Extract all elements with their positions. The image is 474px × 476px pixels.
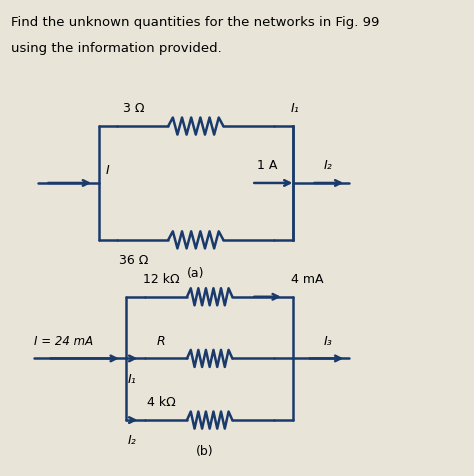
- Text: 1 A: 1 A: [257, 159, 278, 172]
- Text: using the information provided.: using the information provided.: [10, 41, 221, 55]
- Text: 4 kΩ: 4 kΩ: [146, 396, 175, 408]
- Text: I = 24 mA: I = 24 mA: [34, 334, 93, 347]
- Text: I₂: I₂: [128, 434, 137, 446]
- Text: I₁: I₁: [128, 372, 137, 385]
- Text: (b): (b): [196, 444, 214, 457]
- Text: I: I: [106, 164, 109, 177]
- Text: Find the unknown quantities for the networks in Fig. 99: Find the unknown quantities for the netw…: [10, 16, 379, 29]
- Text: I₃: I₃: [323, 334, 332, 347]
- Text: 3 Ω: 3 Ω: [123, 102, 144, 115]
- Text: 12 kΩ: 12 kΩ: [143, 272, 179, 285]
- Text: I₁: I₁: [291, 102, 300, 115]
- Text: 4 mA: 4 mA: [291, 272, 323, 285]
- Text: R: R: [157, 334, 165, 347]
- Text: (a): (a): [187, 267, 205, 279]
- Text: I₂: I₂: [323, 159, 332, 172]
- Text: 36 Ω: 36 Ω: [118, 254, 148, 267]
